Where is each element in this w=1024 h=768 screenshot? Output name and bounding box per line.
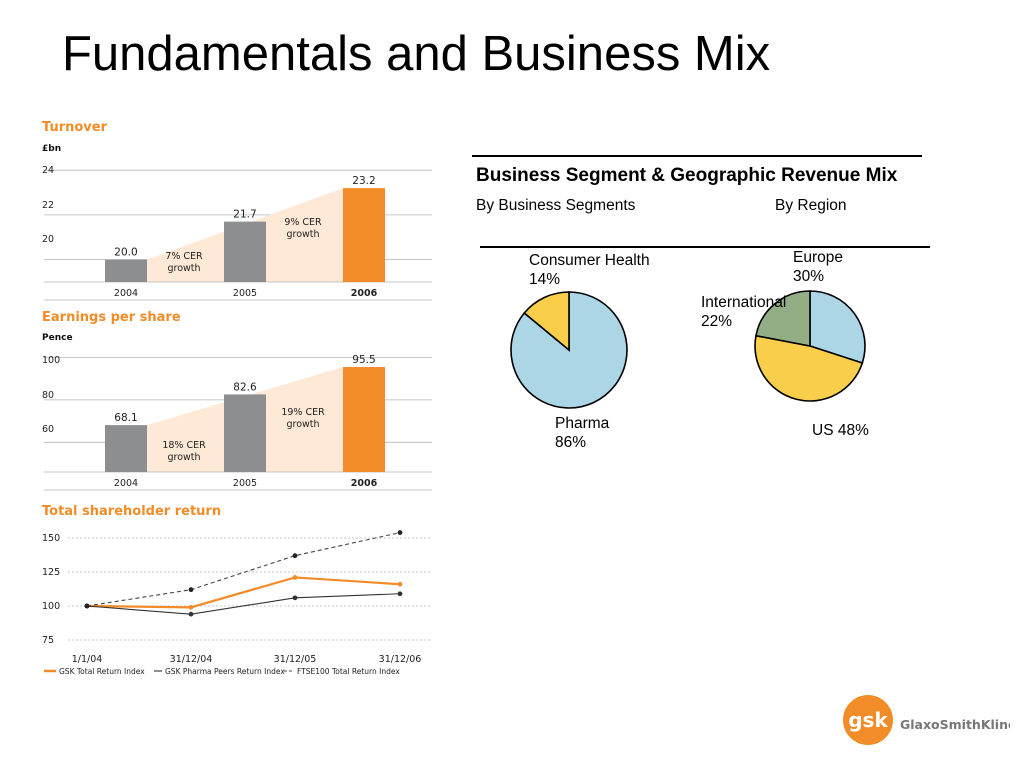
us-label: US 48% — [812, 422, 869, 439]
eps-xtick: 2006 — [351, 478, 378, 489]
tsr-ytick: 100 — [42, 601, 60, 612]
tsr-point — [292, 575, 298, 580]
turnover-ytick: 22 — [42, 200, 54, 211]
tsr-point — [188, 611, 194, 617]
turnover-ytick: 24 — [42, 165, 54, 176]
tsr-xtick: 31/12/04 — [170, 654, 213, 665]
eps-panel: Earnings per share Pence 100 80 60 18% C… — [38, 304, 438, 494]
region-pie-slice — [809, 290, 866, 365]
eps-bar — [343, 367, 385, 472]
turnover-growth-label: growth — [286, 229, 319, 240]
turnover-ytick: 20 — [42, 234, 54, 245]
tsr-xtick: 31/12/05 — [274, 654, 317, 665]
europe-name: Europe — [793, 249, 843, 266]
eps-ytick: 80 — [42, 390, 54, 401]
svg-text:GlaxoSmithKline: GlaxoSmithKline — [900, 717, 1010, 732]
turnover-value-label: 21.7 — [233, 209, 256, 221]
top-rule — [472, 155, 922, 157]
turnover-value-label: 20.0 — [114, 247, 137, 259]
pharma-pct: 86% — [555, 434, 587, 451]
turnover-value-label: 23.2 — [352, 175, 375, 187]
eps-ytick: 100 — [42, 355, 60, 366]
turnover-bar — [224, 221, 266, 282]
eps-growth-label: growth — [286, 419, 319, 430]
eps-bar — [224, 394, 266, 472]
tsr-point — [188, 604, 194, 610]
tsr-point — [84, 603, 90, 609]
eps-ytick: 60 — [42, 424, 54, 435]
turnover-panel: Turnover £bn 24 22 20 7% CER growth 9% C… — [38, 114, 438, 304]
eps-xtick: 2004 — [114, 478, 138, 489]
segment-pie-panel — [505, 288, 635, 418]
pharma-name: Pharma — [555, 415, 610, 432]
eps-xtick: 2005 — [233, 478, 257, 489]
international-label: International 22% — [701, 293, 786, 331]
eps-bar — [105, 425, 147, 472]
segment-pie-slice — [523, 291, 570, 352]
turnover-growth-label: 9% CER — [284, 217, 322, 228]
gsk-logo-mark: gsk GlaxoSmithKline — [843, 695, 1016, 745]
eps-growth-label: 18% CER — [162, 440, 206, 451]
europe-pct: 30% — [793, 268, 825, 285]
region-pie-slice — [755, 290, 811, 347]
sub-by-region: By Region — [775, 197, 847, 214]
eps-value-label: 82.6 — [233, 381, 257, 393]
tsr-ytick: 125 — [42, 567, 60, 578]
tsr-xtick: 31/12/06 — [379, 654, 422, 665]
mid-rule — [480, 246, 930, 248]
svg-text:gsk: gsk — [848, 708, 888, 732]
eps-value-label: 95.5 — [352, 354, 375, 366]
international-name: International — [701, 294, 787, 311]
turnover-growth-label: growth — [167, 263, 200, 274]
tsr-title: Total shareholder return — [42, 504, 221, 519]
tsr-point — [397, 591, 403, 597]
consumer-health-name: Consumer Health — [529, 252, 650, 269]
eps-unit: Pence — [42, 333, 73, 343]
turnover-unit: £bn — [42, 144, 61, 154]
eps-growth-label: growth — [167, 452, 200, 463]
tsr-legend-label: GSK Total Return Index — [59, 667, 145, 676]
pharma-label: Pharma 86% — [555, 414, 609, 452]
europe-label: Europe 30% — [793, 248, 843, 286]
tsr-point — [292, 595, 298, 601]
turnover-xtick: 2004 — [114, 288, 138, 299]
turnover-title: Turnover — [42, 120, 108, 135]
tsr-ytick: 150 — [42, 533, 60, 544]
eps-chart: Earnings per share Pence 100 80 60 18% C… — [42, 310, 432, 491]
turnover-chart: Turnover £bn 24 22 20 7% CER growth 9% C… — [42, 120, 432, 301]
sub-business-segments: By Business Segments — [476, 197, 636, 214]
turnover-growth-label: 7% CER — [165, 251, 203, 262]
tsr-legend-label: GSK Pharma Peers Return Index — [165, 667, 285, 676]
region-pie-panel — [750, 288, 875, 413]
tsr-point — [292, 553, 298, 559]
consumer-health-label: Consumer Health 14% — [529, 251, 650, 289]
eps-value-label: 68.1 — [114, 412, 137, 424]
tsr-panel: Total shareholder return 150 125 100 75 1/1/… — [38, 498, 438, 688]
tsr-series-line — [86, 532, 401, 607]
mix-heading: Business Segment & Geographic Revenue Mi… — [476, 165, 898, 186]
tsr-xtick: 1/1/04 — [72, 654, 103, 665]
tsr-point — [397, 530, 403, 535]
turnover-bar — [105, 259, 147, 282]
eps-title: Earnings per share — [42, 310, 181, 325]
tsr-point — [397, 581, 403, 587]
international-pct: 22% — [701, 313, 733, 330]
eps-growth-label: 19% CER — [281, 407, 325, 418]
tsr-ytick: 75 — [42, 635, 54, 646]
tsr-point — [188, 587, 194, 593]
turnover-bar — [343, 188, 385, 282]
slide-title: Fundamentals and Business Mix — [62, 27, 771, 81]
tsr-series-line — [86, 576, 401, 609]
region-pie — [754, 290, 866, 402]
tsr-legend-label: FTSE100 Total Return Index — [297, 667, 400, 676]
tsr-series-line — [86, 593, 401, 615]
region-pie-slice — [754, 334, 864, 402]
tsr-chart: Total shareholder return 150 125 100 75 1/1/… — [42, 504, 432, 676]
segment-pie — [510, 291, 628, 409]
turnover-xtick: 2006 — [351, 288, 378, 299]
turnover-xtick: 2005 — [233, 288, 257, 299]
gsk-logo: gsk GlaxoSmithKline — [840, 692, 1016, 748]
consumer-health-pct: 14% — [529, 271, 561, 288]
